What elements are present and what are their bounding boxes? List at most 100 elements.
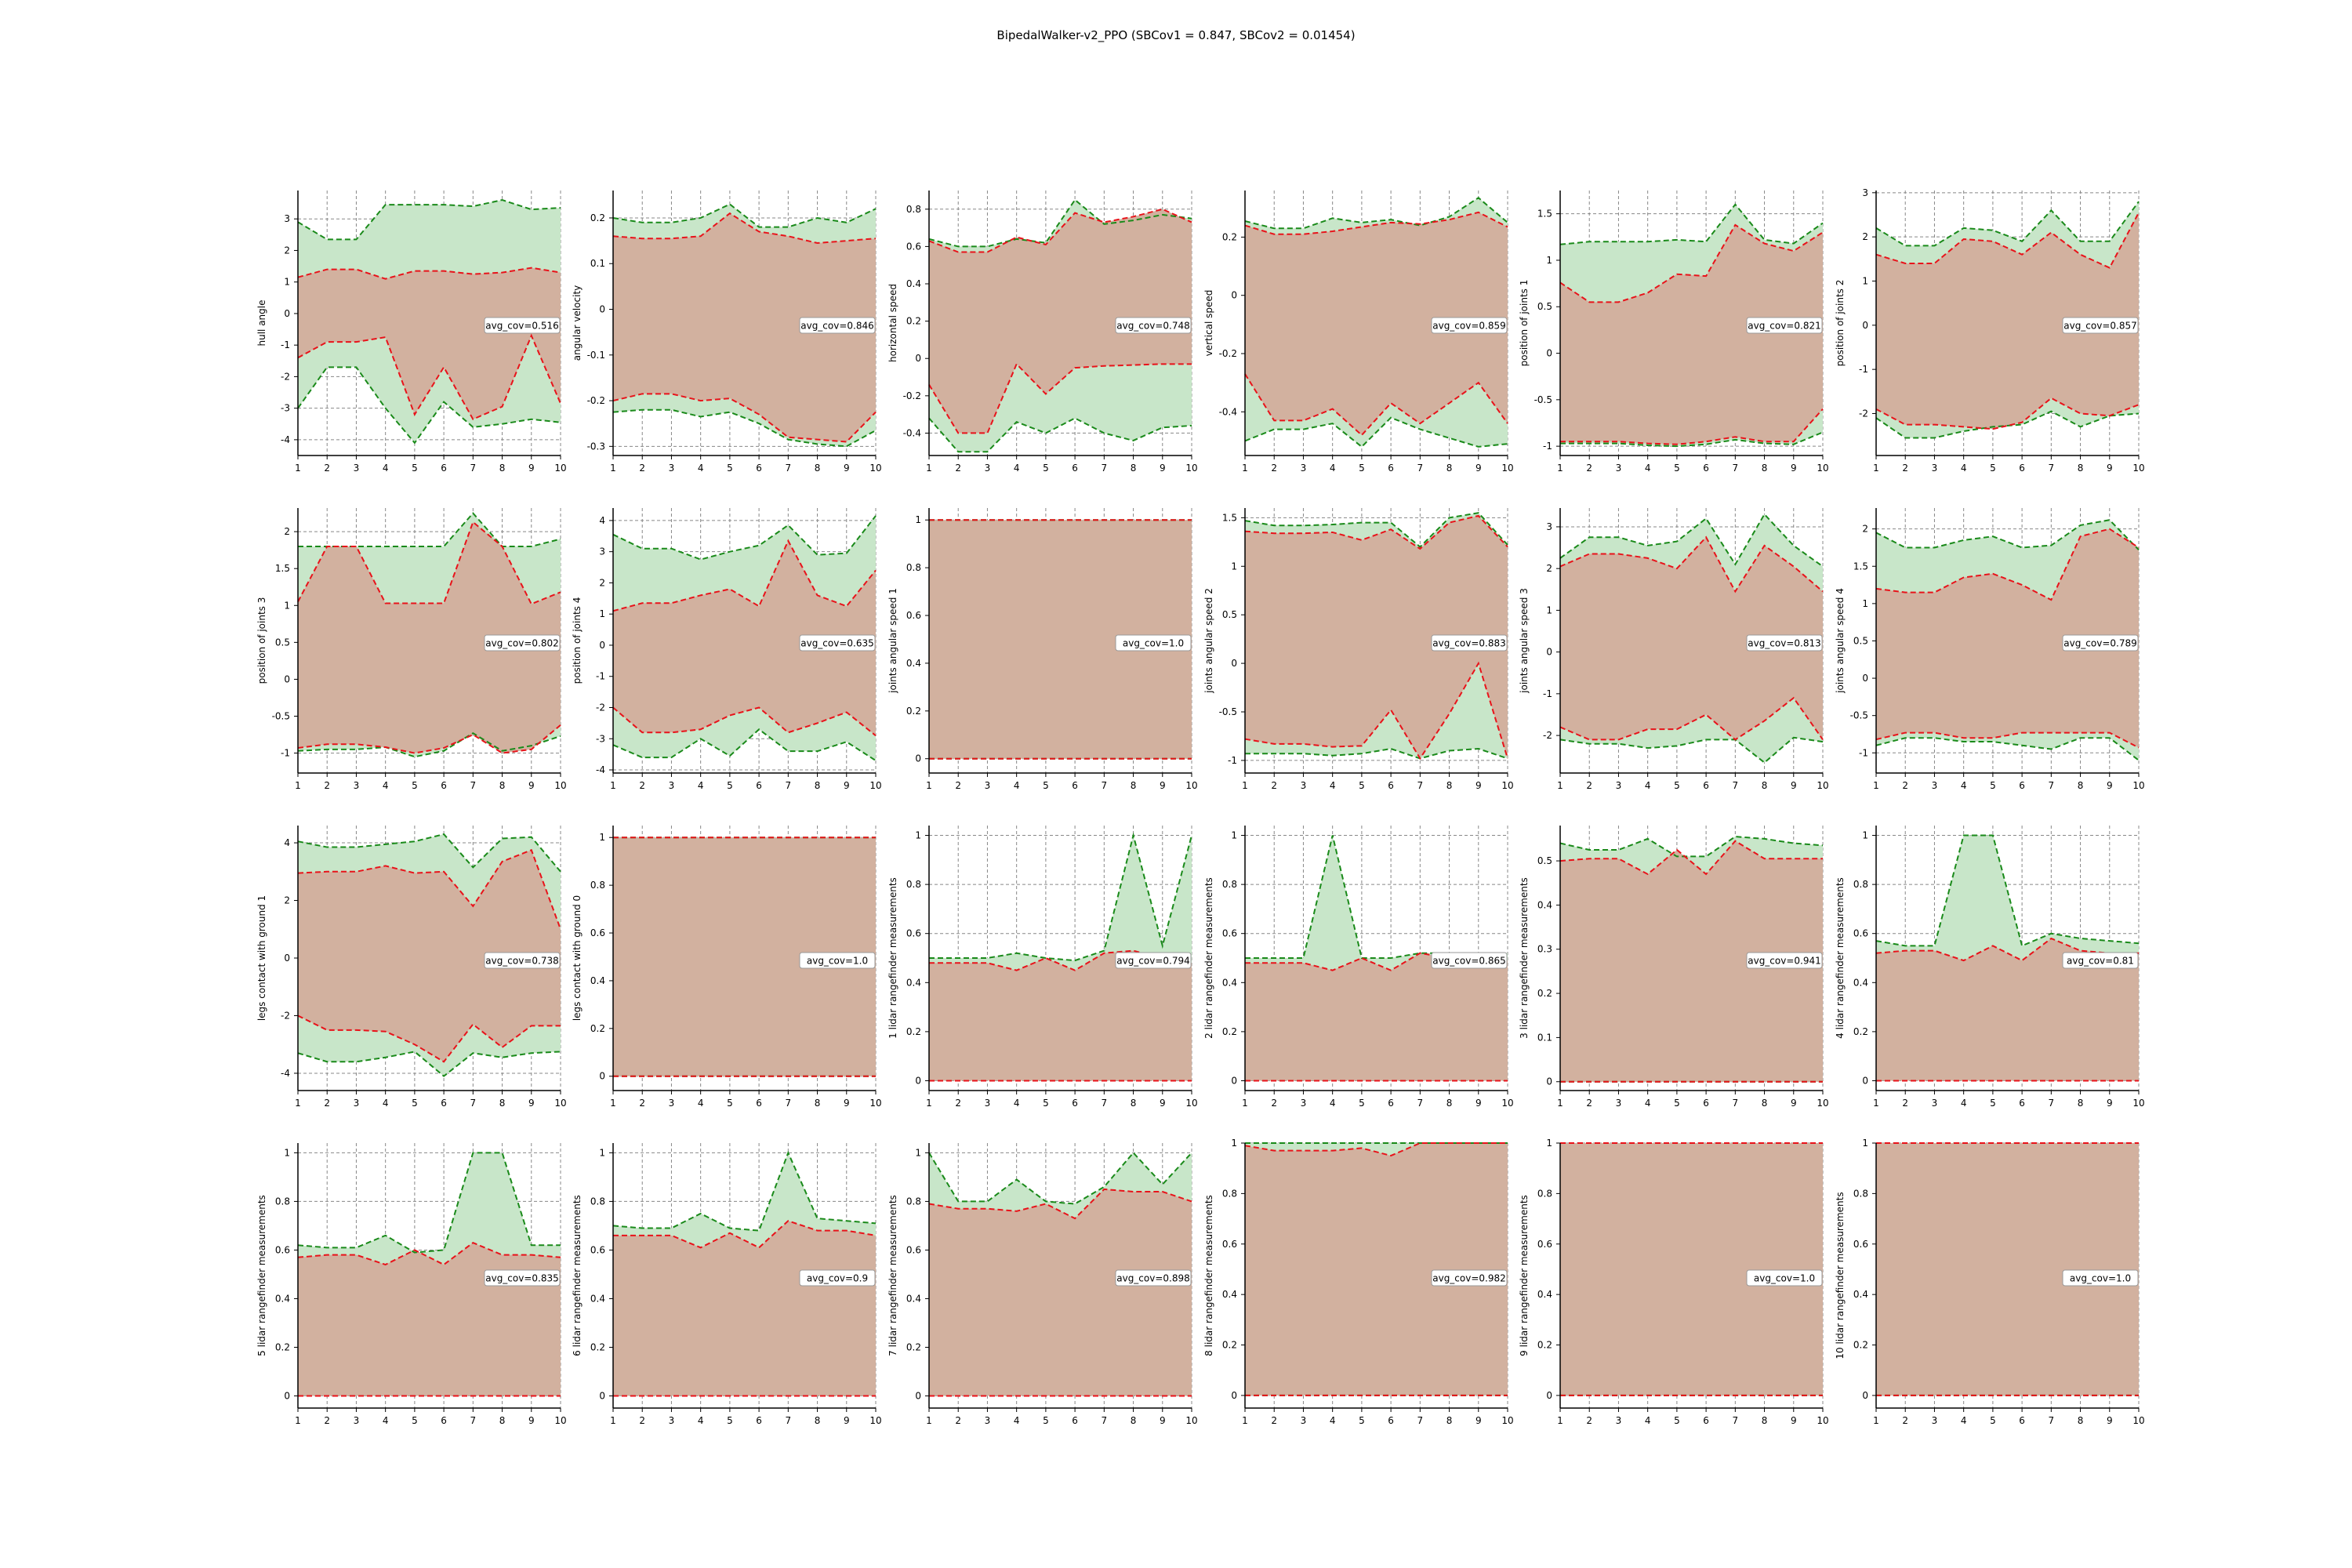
y-tick-label: 0.6 (906, 241, 921, 252)
subplot-5: 1 2 3 4 5 6 7 8 9 10 -1 -0.5 0 0.5 1 1.5 position of joi… (1519, 191, 1829, 474)
x-tick-label: 3 (985, 1415, 991, 1426)
x-tick-label: 2 (1586, 1415, 1592, 1426)
x-tick-label: 6 (2019, 1415, 2025, 1426)
inner-upper-line (1244, 211, 1508, 235)
x-tick-label: 1 (610, 463, 616, 474)
x-tick-label: 8 (499, 1415, 506, 1426)
x-tick-label: 4 (1014, 1415, 1020, 1426)
x-tick-label: 6 (1072, 780, 1078, 791)
x-tick-label: 9 (2107, 1098, 2113, 1109)
y-tick-label: 0 (284, 953, 290, 964)
x-tick-label: 3 (1616, 1415, 1622, 1426)
x-tick-label: 8 (1131, 1415, 1137, 1426)
x-tick-label: 10 (2132, 780, 2144, 791)
y-tick-label: 1.5 (275, 563, 290, 574)
y-tick-label: 1 (1546, 1138, 1552, 1149)
x-tick-label: 1 (295, 1415, 301, 1426)
x-tick-label: 9 (1791, 1098, 1797, 1109)
subplot-23: 1 2 3 4 5 6 7 8 9 10 0 0.2 0.4 0.6 0.8 1 9 lidar rangefi… (1519, 1138, 1829, 1426)
annotation-box (1115, 1269, 1192, 1287)
y-axis-label: angular velocity (572, 285, 583, 361)
annotation-box (1431, 952, 1508, 969)
y-tick-label: 2 (1862, 231, 1868, 242)
x-tick-label: 8 (499, 780, 506, 791)
y-tick-label: -2 (1543, 730, 1552, 741)
y-tick-label: -2 (281, 371, 290, 382)
y-tick-label: 0.6 (906, 928, 921, 939)
x-tick-label: 7 (470, 1415, 477, 1426)
subplot-11: 1 2 3 4 5 6 7 8 9 10 -2 -1 0 1 2 3 joints angular speed … (1519, 508, 1829, 791)
y-tick-label: 2 (284, 526, 290, 537)
y-tick-label: -0.2 (587, 395, 605, 406)
y-tick-label: 0.6 (590, 1244, 605, 1255)
inner-upper-line (612, 539, 877, 612)
x-tick-label: 7 (1733, 780, 1739, 791)
outer-upper-line (1245, 835, 1508, 959)
y-tick-label: 0 (1862, 673, 1868, 684)
inner-band-area (929, 950, 1192, 1081)
x-tick-label: 2 (1902, 463, 1908, 474)
outer-lower-line (297, 731, 561, 758)
y-tick-label: 0.4 (906, 1293, 921, 1304)
x-tick-label: 5 (1990, 780, 1996, 791)
y-tick-label: -4 (281, 434, 290, 445)
x-tick-label: 2 (324, 780, 330, 791)
x-tick-label: 7 (1733, 1415, 1739, 1426)
y-tick-label: -0.1 (587, 350, 605, 361)
outer-lower-line (1244, 416, 1508, 448)
x-tick-label: 4 (1330, 1415, 1336, 1426)
inner-upper-line (297, 848, 561, 930)
y-tick-label: 0 (915, 1075, 921, 1086)
x-tick-label: 5 (1359, 1098, 1365, 1109)
annotation-box (1431, 317, 1508, 334)
x-tick-label: 3 (1932, 1098, 1938, 1109)
x-tick-label: 10 (869, 1415, 881, 1426)
x-tick-label: 5 (727, 1098, 733, 1109)
y-tick-label: 0 (1231, 1390, 1237, 1401)
x-tick-label: 1 (926, 780, 932, 791)
x-tick-label: 10 (1501, 780, 1513, 791)
avg-cov-label: avg_cov=0.516 (485, 321, 559, 332)
y-axis-label: joints angular speed 4 (1835, 588, 1846, 694)
x-tick-label: 2 (1586, 463, 1592, 474)
avg-cov-label: avg_cov=1.0 (2070, 1273, 2131, 1284)
x-tick-label: 6 (1703, 780, 1709, 791)
avg-cov-label: avg_cov=0.635 (800, 638, 874, 649)
y-axis-label: legs contact with ground 0 (572, 895, 583, 1021)
x-tick-label: 10 (554, 1415, 566, 1426)
x-tick-label: 1 (295, 1098, 301, 1109)
x-tick-label: 6 (441, 780, 447, 791)
inner-band-area (1245, 1143, 1508, 1396)
y-tick-label: 0.5 (1853, 635, 1868, 646)
avg-cov-label: avg_cov=0.802 (485, 638, 559, 649)
x-tick-label: 5 (1043, 1415, 1049, 1426)
x-tick-label: 1 (1557, 1098, 1563, 1109)
y-tick-label: 2 (284, 245, 290, 256)
outer-lower-line (1875, 410, 2140, 439)
y-axis-label: 1 lidar rangefinder measurements (887, 877, 898, 1039)
avg-cov-label: avg_cov=0.813 (1748, 638, 1821, 649)
avg-cov-label: avg_cov=0.883 (1432, 638, 1506, 649)
avg-cov-label: avg_cov=0.941 (1748, 956, 1821, 967)
x-tick-label: 10 (554, 780, 566, 791)
x-tick-label: 2 (639, 463, 645, 474)
x-tick-label: 1 (1557, 463, 1563, 474)
inner-lower-line (1875, 397, 2140, 430)
x-tick-label: 6 (441, 1098, 447, 1109)
y-tick-label: 0 (1862, 1390, 1868, 1401)
x-tick-label: 6 (2019, 463, 2025, 474)
y-tick-label: 1 (284, 600, 290, 611)
x-tick-label: 7 (470, 780, 477, 791)
y-axis-label: position of joints 3 (256, 597, 267, 684)
y-tick-label: 2 (599, 577, 605, 588)
y-tick-label: 0.2 (1537, 1340, 1552, 1351)
y-tick-label: 0 (1546, 1076, 1552, 1087)
inner-upper-line (928, 1188, 1192, 1220)
y-axis-label: position of joints 4 (572, 597, 583, 684)
x-tick-label: 10 (554, 463, 566, 474)
x-tick-label: 4 (1014, 463, 1020, 474)
annotation-box (1115, 952, 1192, 969)
x-tick-label: 3 (1932, 463, 1938, 474)
y-tick-label: 0.2 (906, 706, 921, 717)
